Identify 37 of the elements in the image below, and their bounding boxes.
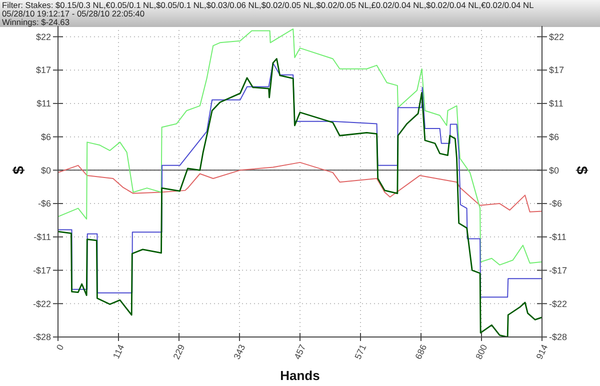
x-tick-label: 229 xyxy=(171,342,187,361)
y2-tick-label: -$6 xyxy=(549,198,562,209)
y2-tick-label: -$28 xyxy=(549,332,568,342)
x-tick-label: 686 xyxy=(413,342,429,361)
x-tick-label: 914 xyxy=(534,342,550,361)
y2-axis-title: $ xyxy=(572,166,590,176)
y-tick-label: $0 xyxy=(40,165,51,176)
line-series xyxy=(58,162,542,212)
annotation: Winnings: $-24.63 xyxy=(2,17,70,27)
x-tick-label: 571 xyxy=(352,342,368,361)
x-tick-label: 0 xyxy=(54,342,66,352)
y2-tick-label: -$17 xyxy=(549,265,568,276)
y-tick-label: -$28 xyxy=(32,332,51,342)
y-tick-label: $6 xyxy=(40,132,51,142)
y2-tick-label: $22 xyxy=(549,32,564,42)
y2-tick-label: -$22 xyxy=(549,298,568,309)
y2-tick-label: $11 xyxy=(549,98,564,109)
y-tick-label: $22 xyxy=(36,32,51,42)
y2-tick-label: $0 xyxy=(549,165,560,176)
y-tick-label: -$6 xyxy=(38,198,51,209)
x-tick-label: 114 xyxy=(111,342,126,360)
x-tick-label: 343 xyxy=(232,342,248,361)
y-tick-label: $11 xyxy=(36,98,51,109)
chart-title: Filter: Stakes: $0.15/0.3 NL,€0.05/0.1 NL,$0.05/0.1 NL,$0.03/0.06 NL,$0.02/0.05 NL,$0.02/0.05 NL,£0.02/0.04 NL,$0.02/0.04 NL,€0.02/0.04 NL xyxy=(2,0,534,10)
line-series xyxy=(58,28,542,266)
y-tick-label: $17 xyxy=(36,65,51,76)
y2-tick-label: $17 xyxy=(549,65,564,76)
y-axis-title: $ xyxy=(10,165,28,174)
y2-tick-label: -$11 xyxy=(549,232,566,242)
y-tick-label: -$11 xyxy=(34,232,51,242)
chart-subtitle: 05/28/10 19:12:17 - 05/28/10 22:05:40 xyxy=(2,8,145,18)
x-tick-label: 800 xyxy=(474,342,490,361)
y2-tick-label: $6 xyxy=(549,132,560,142)
x-tick-label: 457 xyxy=(292,342,308,361)
y-tick-label: -$22 xyxy=(32,298,51,309)
y-tick-label: -$17 xyxy=(32,265,51,276)
x-axis-title: Hands xyxy=(280,368,320,383)
